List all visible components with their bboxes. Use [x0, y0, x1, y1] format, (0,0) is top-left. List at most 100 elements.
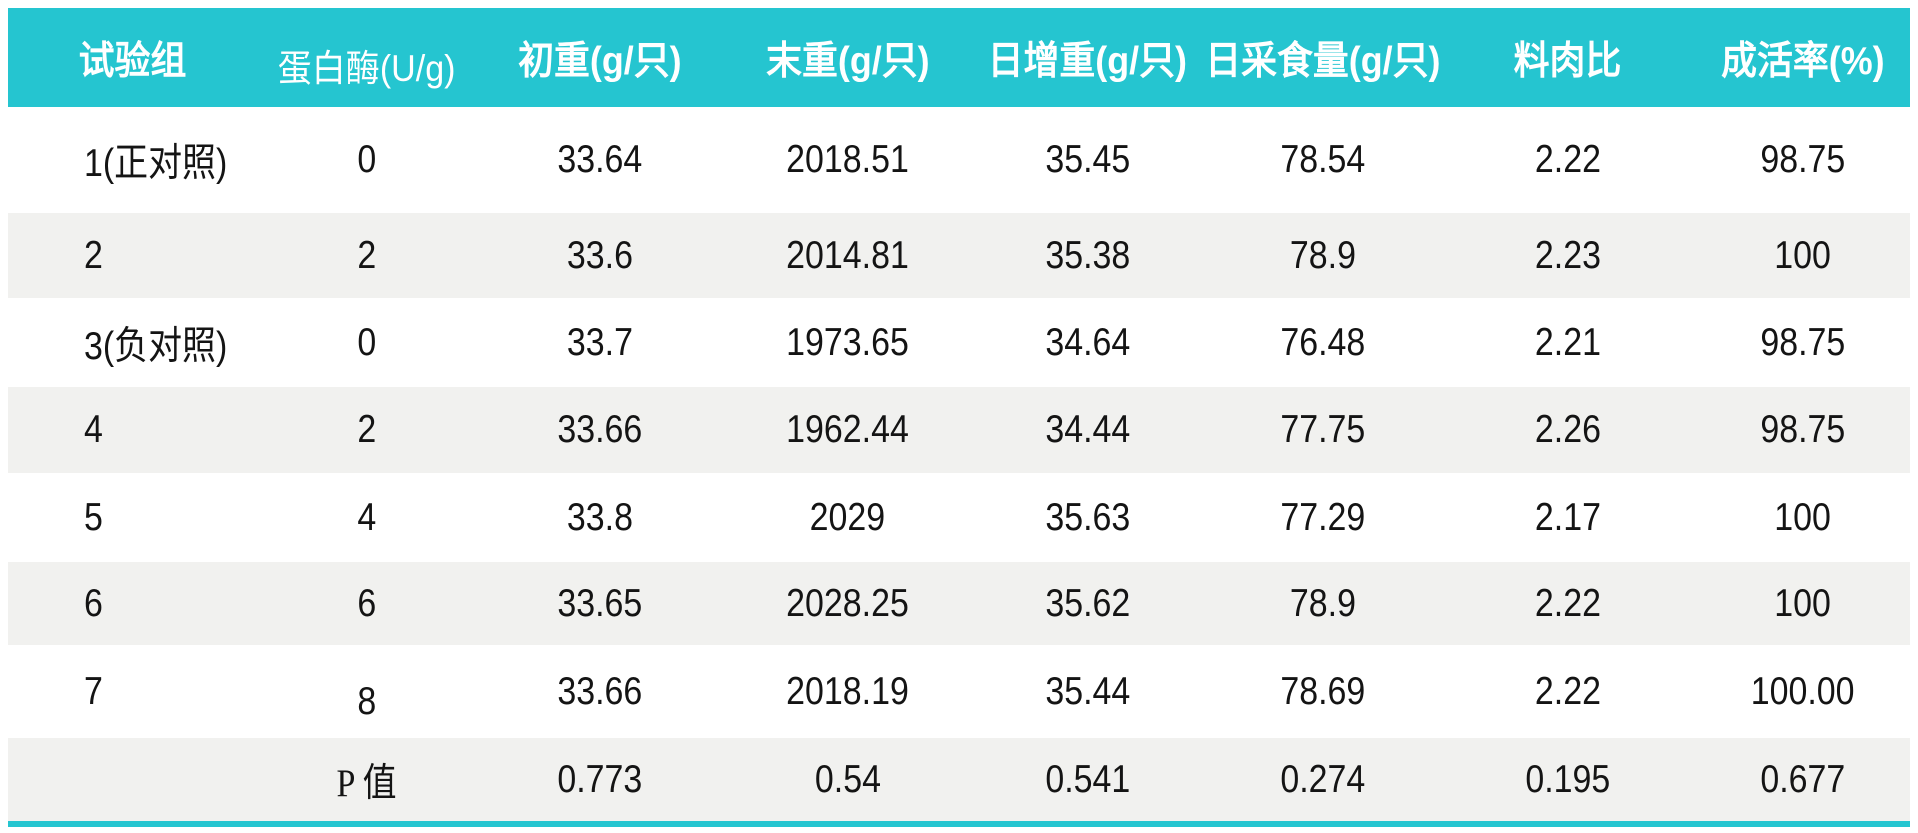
cell-value: 35.62: [1045, 581, 1130, 625]
cell-value: 8: [357, 679, 376, 723]
cell-value: 100: [1774, 233, 1831, 277]
cell-value: 2: [84, 233, 103, 277]
table-cell: 1973.65: [725, 298, 970, 387]
header-label: 料肉比: [1513, 39, 1622, 83]
table-cell: 2.22: [1440, 562, 1695, 645]
table-cell: 0.541: [970, 738, 1205, 821]
cell-value: 2018.51: [786, 138, 909, 181]
table-cell: 33.8: [475, 473, 725, 562]
table-cell: 78.54: [1205, 107, 1440, 213]
cell-value: 34.44: [1045, 408, 1130, 451]
table-cell: 0: [258, 298, 475, 387]
cell-value: 0.677: [1760, 757, 1845, 801]
table-cell: P 值: [258, 738, 475, 821]
table-cell: 35.44: [970, 645, 1205, 738]
cell-value: 5: [84, 495, 103, 539]
table-cell: 98.75: [1695, 387, 1910, 473]
table-cell: 3(负对照): [8, 298, 258, 387]
table-cell: 0.773: [475, 738, 725, 821]
table-cell: 0: [258, 107, 475, 213]
cell-value: 98.75: [1760, 320, 1845, 364]
cell-value: 2018.19: [786, 669, 909, 713]
table-row: 3(负对照) 0 33.7 1973.65 34.64 76.48 2.21 98.75: [8, 298, 1910, 387]
table-row: 6 6 33.65 2028.25 35.62 78.9 2.22 100: [8, 562, 1910, 645]
table-cell: 0.677: [1695, 738, 1910, 821]
cell-value: 100: [1774, 495, 1831, 539]
cell-value: 2.22: [1534, 581, 1601, 625]
table-cell: 1(正对照): [8, 107, 258, 213]
column-header-init-weight: 初重(g/只): [475, 8, 725, 107]
table-row: 2 2 33.6 2014.81 35.38 78.9 2.23 100: [8, 213, 1910, 298]
table-cell: 100: [1695, 473, 1910, 562]
cell-value: 4: [357, 495, 376, 539]
table-cell: 2: [258, 213, 475, 298]
table-cell: 76.48: [1205, 298, 1440, 387]
header-label: 日增重(g/只): [987, 39, 1188, 83]
table-cell: 2.17: [1440, 473, 1695, 562]
table-cell: 2.26: [1440, 387, 1695, 473]
column-header-protease: 蛋白酶(U/g): [258, 8, 475, 107]
cell-value: 33.64: [557, 138, 643, 181]
table-cell: 78.69: [1205, 645, 1440, 738]
cell-value: 100: [1774, 581, 1831, 625]
header-label: 成活率(%): [1720, 39, 1885, 83]
table-cell: 34.44: [970, 387, 1205, 473]
table-cell: 2.22: [1440, 645, 1695, 738]
cell-value: 35.63: [1045, 495, 1130, 539]
table-cell: 2.21: [1440, 298, 1695, 387]
cell-value: 33.6: [566, 233, 634, 277]
table-cell: 100: [1695, 562, 1910, 645]
table-cell: 8: [258, 645, 475, 738]
table-cell: 1962.44: [725, 387, 970, 473]
table-cell: 33.7: [475, 298, 725, 387]
cell-value: 78.9: [1289, 233, 1356, 277]
column-header-final-weight: 末重(g/只): [725, 8, 970, 107]
cell-value: 35.45: [1045, 138, 1130, 181]
cell-value: 2.21: [1534, 320, 1601, 364]
table-cell: 98.75: [1695, 107, 1910, 213]
cell-value: 6: [84, 581, 103, 625]
cell-value: 2.17: [1534, 495, 1601, 539]
cell-value: 78.54: [1280, 138, 1365, 181]
table-cell: 98.75: [1695, 298, 1910, 387]
table-cell: 33.65: [475, 562, 725, 645]
column-header-feed-intake: 日采食量(g/只): [1205, 8, 1440, 107]
cell-value: 2014.81: [786, 233, 909, 277]
cell-value: 2028.25: [786, 581, 909, 625]
column-header-survival: 成活率(%): [1695, 8, 1910, 107]
column-header-fcr: 料肉比: [1440, 8, 1695, 107]
table-cell: 100: [1695, 213, 1910, 298]
cell-value: 2.22: [1534, 138, 1601, 181]
table-cell: 33.64: [475, 107, 725, 213]
table-cell: 6: [8, 562, 258, 645]
cell-value: 4: [84, 408, 103, 451]
table-row: 1(正对照) 0 33.64 2018.51 35.45 78.54 2.22 98.75: [8, 107, 1910, 213]
cell-value: 100.00: [1750, 669, 1855, 713]
table-cell: 100.00: [1695, 645, 1910, 738]
table-cell: 5: [8, 473, 258, 562]
cell-value: 33.66: [557, 408, 643, 451]
table-cell: 2018.51: [725, 107, 970, 213]
cell-value: 78.69: [1280, 669, 1365, 713]
table-row: 5 4 33.8 2029 35.63 77.29 2.17 100: [8, 473, 1910, 562]
header-label: 蛋白酶(U/g): [277, 47, 456, 89]
cell-value: 77.29: [1280, 495, 1365, 539]
table-cell: 2028.25: [725, 562, 970, 645]
cell-value: 78.9: [1289, 581, 1356, 625]
table-cell: 35.63: [970, 473, 1205, 562]
table-cell: 2029: [725, 473, 970, 562]
cell-value: 33.65: [557, 581, 643, 625]
table-row: 7 8 33.66 2018.19 35.44 78.69 2.22 100.00: [8, 645, 1910, 738]
cell-value: 2: [357, 233, 376, 277]
column-header-group: 试验组: [8, 8, 258, 107]
table-cell: 35.38: [970, 213, 1205, 298]
table-cell: 2: [8, 213, 258, 298]
cell-value: 33.7: [566, 320, 634, 364]
table-cell: 33.66: [475, 387, 725, 473]
table-cell: [8, 738, 258, 821]
table-row: P 值 0.773 0.54 0.541 0.274 0.195 0.677: [8, 738, 1910, 821]
cell-value: 6: [357, 581, 376, 625]
cell-value: 33.66: [557, 669, 643, 713]
cell-value: 1962.44: [786, 408, 909, 451]
